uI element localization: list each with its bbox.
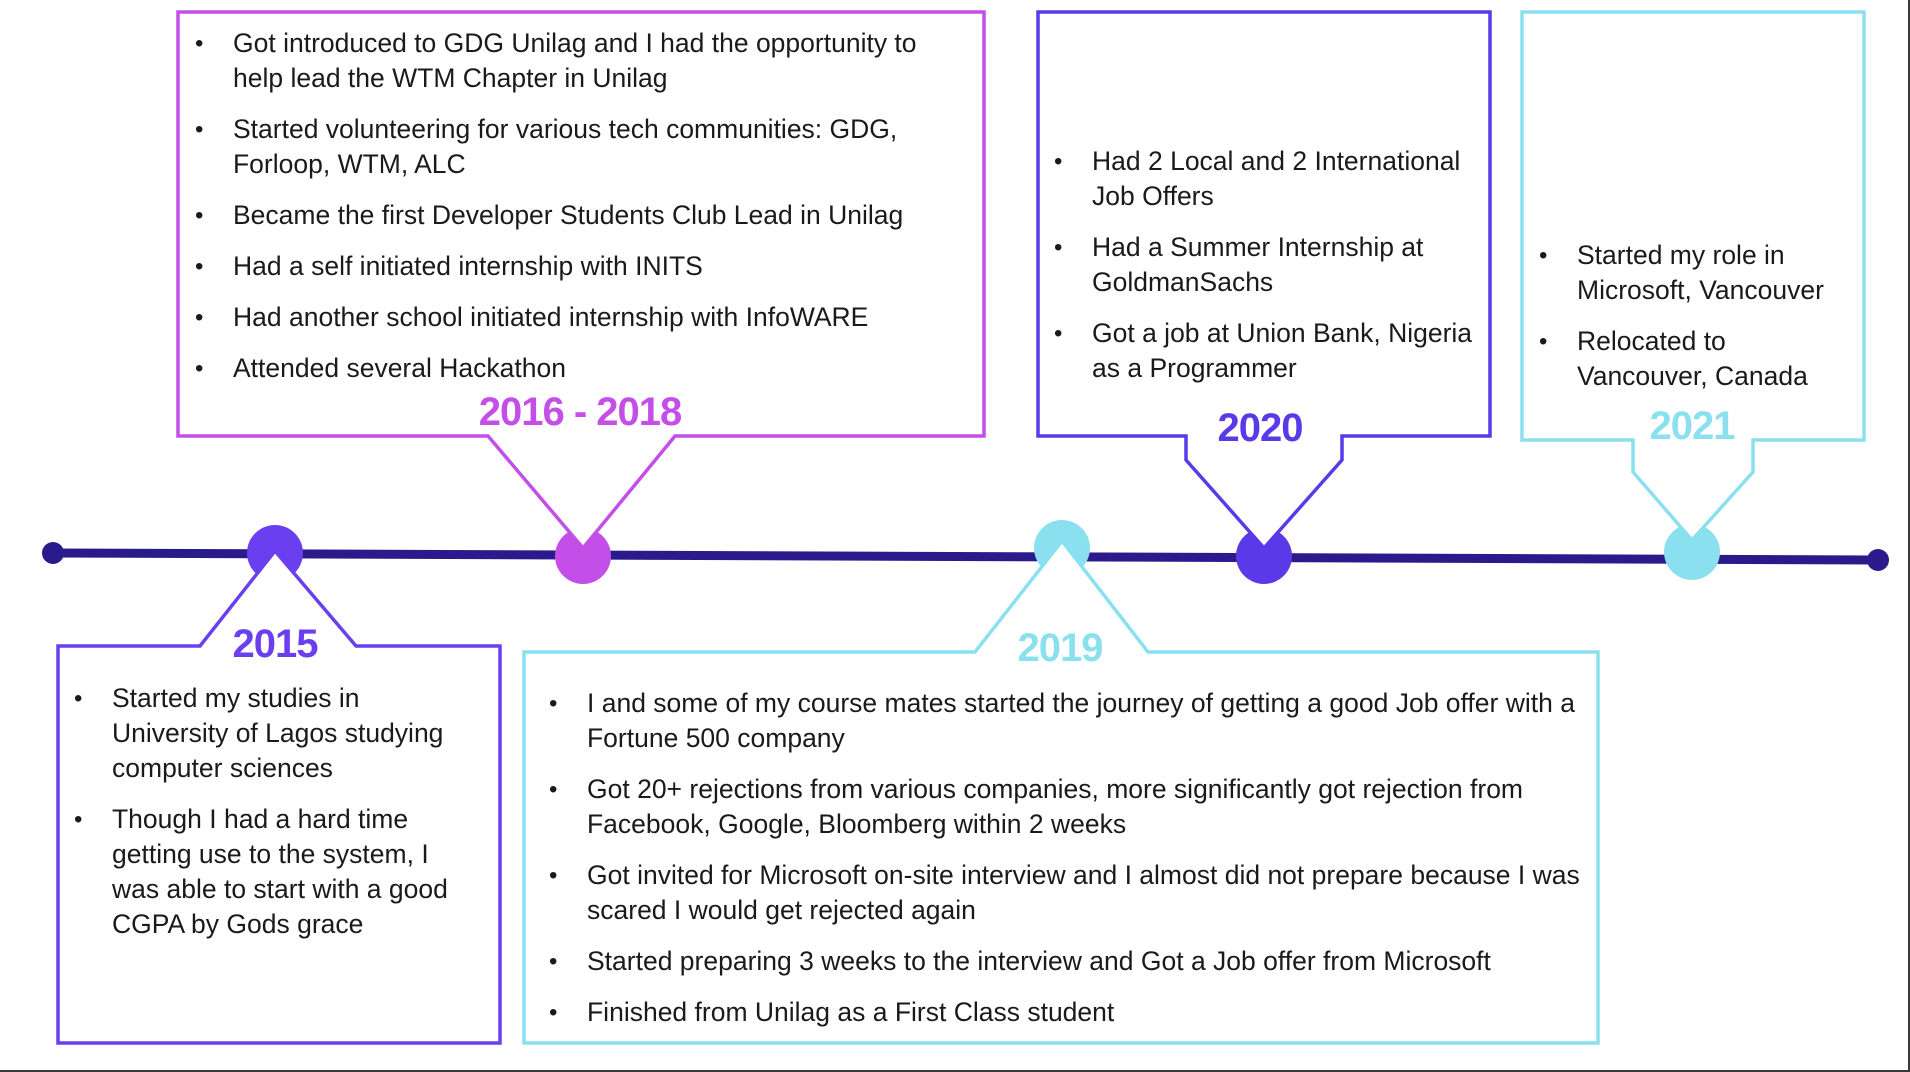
milestone-item: Started my role in Microsoft, Vancouver: [1535, 238, 1855, 308]
milestone-item: Had another school initiated internship …: [191, 300, 971, 335]
milestone-text-2021: Started my role in Microsoft, Vancouver …: [1535, 238, 1855, 394]
milestone-item: Got 20+ rejections from various companie…: [545, 772, 1585, 842]
year-label-2019: 2019: [1017, 626, 1104, 670]
milestone-item: Had a Summer Internship at GoldmanSachs: [1050, 230, 1480, 300]
milestone-item: Finished from Unilag as a First Class st…: [545, 995, 1585, 1030]
year-label-2016-2018: 2016 - 2018: [478, 390, 683, 434]
milestone-item: Attended several Hackathon: [191, 351, 971, 386]
milestone-item: Started preparing 3 weeks to the intervi…: [545, 944, 1585, 979]
milestone-text-2015: Started my studies in University of Lago…: [70, 681, 480, 942]
milestone-item: Though I had a hard time getting use to …: [70, 802, 480, 942]
year-label-2020: 2020: [1217, 406, 1304, 450]
milestone-item: Started my studies in University of Lago…: [70, 681, 480, 786]
milestone-item: Became the first Developer Students Club…: [191, 198, 971, 233]
milestone-item: Had a self initiated internship with INI…: [191, 249, 971, 284]
milestone-text-2019: I and some of my course mates started th…: [545, 686, 1585, 1030]
milestone-text-2020: Had 2 Local and 2 International Job Offe…: [1050, 144, 1480, 386]
milestone-dot-2020: [1236, 528, 1292, 584]
milestone-dot-2021: [1664, 524, 1720, 580]
milestone-item: Got invited for Microsoft on-site interv…: [545, 858, 1585, 928]
milestone-dot-2016-2018: [555, 528, 611, 584]
timeline-end-dot: [1867, 549, 1889, 571]
timeline-line: [48, 548, 1883, 565]
year-label-2021: 2021: [1649, 404, 1736, 448]
milestone-item: Started volunteering for various tech co…: [191, 112, 971, 182]
milestone-item: Relocated to Vancouver, Canada: [1535, 324, 1855, 394]
milestone-item: Got introduced to GDG Unilag and I had t…: [191, 26, 971, 96]
milestone-item: Got a job at Union Bank, Nigeria as a Pr…: [1050, 316, 1480, 386]
timeline-start-dot: [42, 542, 64, 564]
milestone-item: Had 2 Local and 2 International Job Offe…: [1050, 144, 1480, 214]
milestone-item: I and some of my course mates started th…: [545, 686, 1585, 756]
year-label-2015: 2015: [232, 622, 319, 666]
milestone-text-2016-2018: Got introduced to GDG Unilag and I had t…: [191, 26, 971, 386]
